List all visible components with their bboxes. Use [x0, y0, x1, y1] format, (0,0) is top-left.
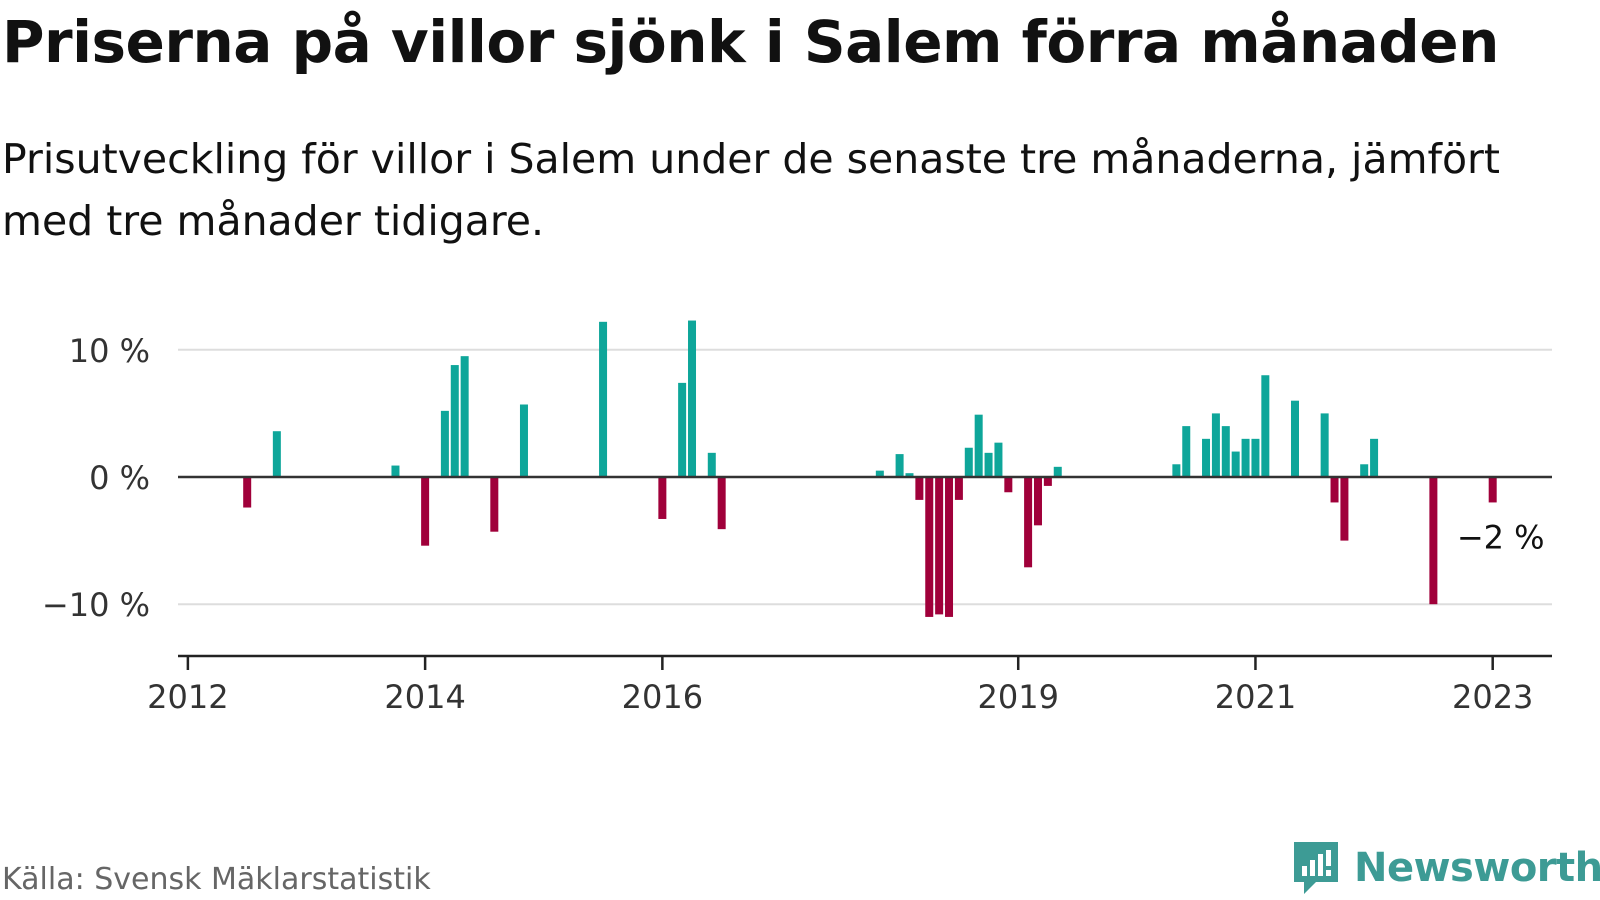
bar	[717, 477, 726, 530]
bar	[599, 321, 608, 477]
bar	[1261, 375, 1270, 477]
bar	[421, 477, 430, 546]
bar	[1290, 400, 1299, 477]
bar	[964, 447, 973, 477]
x-tick-label: 2016	[622, 678, 703, 716]
bar	[994, 442, 1003, 477]
bar	[688, 320, 697, 477]
bar	[1370, 438, 1379, 477]
bar	[1251, 438, 1260, 477]
bar	[954, 477, 963, 500]
y-tick-label: −10 %	[42, 586, 150, 624]
bar	[1172, 464, 1181, 477]
bar	[1033, 477, 1042, 526]
newsworthy-chart-bubble-icon	[1294, 842, 1338, 894]
bar	[1429, 477, 1438, 605]
bar	[875, 470, 884, 477]
bar	[450, 365, 459, 477]
bar	[440, 410, 449, 477]
last-value-label: −2 %	[1457, 518, 1545, 556]
bar	[1211, 413, 1220, 477]
bar	[935, 477, 944, 615]
bar	[678, 382, 687, 477]
bar	[905, 473, 914, 477]
bar	[1004, 477, 1013, 493]
x-tick-label: 2014	[384, 678, 465, 716]
bar	[460, 356, 469, 477]
bar	[895, 454, 904, 477]
bar	[1043, 477, 1052, 486]
bar	[1488, 477, 1497, 503]
bar	[1182, 426, 1191, 477]
bar	[519, 404, 528, 477]
brand-name: Newsworthy	[1354, 845, 1600, 891]
bar	[1221, 426, 1230, 477]
bar	[707, 452, 716, 477]
chart-title: Priserna på villor sjönk i Salem förra m…	[2, 8, 1499, 76]
bar	[1231, 451, 1240, 477]
bar	[391, 465, 400, 477]
bar	[925, 477, 934, 617]
bar	[243, 477, 252, 508]
source-note: Källa: Svensk Mäklarstatistik	[2, 862, 431, 897]
bar	[974, 414, 983, 477]
bar	[1340, 477, 1349, 541]
chart-subtitle: Prisutveckling för villor i Salem under …	[2, 135, 1500, 245]
bar	[984, 452, 993, 477]
bar	[1360, 464, 1369, 477]
y-tick-label: 0 %	[89, 459, 150, 497]
bar	[658, 477, 667, 519]
bar	[1320, 413, 1329, 477]
x-tick-label: 2023	[1452, 678, 1533, 716]
x-tick-label: 2021	[1215, 678, 1296, 716]
bar	[915, 477, 924, 500]
bar	[1202, 438, 1211, 477]
brand-logo: Newsworthy	[1290, 838, 1600, 898]
bar-chart: 10 % 0 % −10 % −2 % 2012 2014 2016 2019 2021 2023	[42, 320, 1552, 716]
bar	[490, 477, 499, 532]
bar	[1241, 438, 1250, 477]
bar	[945, 477, 954, 617]
x-tick-label: 2019	[977, 678, 1058, 716]
bar	[1053, 466, 1062, 477]
y-tick-label: 10 %	[69, 332, 150, 370]
bar	[272, 431, 281, 477]
bar	[1024, 477, 1033, 568]
x-tick-label: 2012	[147, 678, 228, 716]
bar	[1330, 477, 1339, 503]
